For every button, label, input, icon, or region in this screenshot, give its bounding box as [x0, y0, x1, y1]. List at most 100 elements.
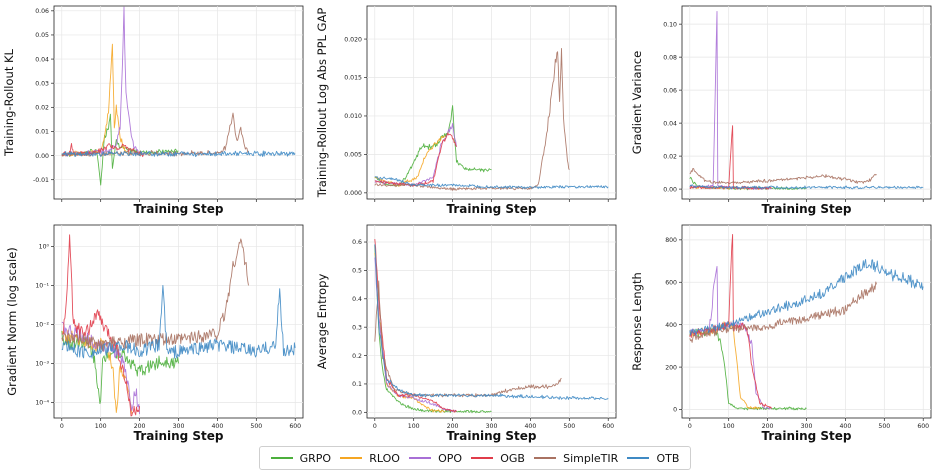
- series-line-simpletir: [374, 48, 570, 191]
- x-tick-label: 400: [840, 423, 852, 430]
- legend-item-simpletir: SimpleTIR: [534, 452, 618, 465]
- legend-item-otb: OTB: [627, 452, 679, 465]
- x-axis-label: Training Step: [761, 202, 851, 216]
- legend-swatch-simpletir: [534, 457, 557, 459]
- y-tick-label: 0.005: [344, 152, 362, 159]
- y-axis-label: Training-Rollout Log Abs PPL GAP: [315, 8, 329, 199]
- panel-kl: -0.01 0.00 0.01 0.02 0.03 0.04 0.05 0.06 Trainin…: [2, 5, 304, 216]
- x-tick-label: 300: [173, 423, 185, 430]
- legend-swatch-ogb: [471, 457, 494, 459]
- y-axis-label: Average Entropy: [315, 274, 329, 370]
- y-tick-label: 0.4: [352, 296, 362, 303]
- panel-grad-norm: 0 100 200 300 400 500 600 10⁻⁴ 10⁻³ 10⁻² 10⁻¹ 10⁰ Tr…: [5, 224, 304, 443]
- x-tick-label: 300: [801, 423, 813, 430]
- series-line-simpletir: [61, 238, 249, 352]
- x-tick-label: 500: [563, 423, 575, 430]
- x-tick-label: 400: [525, 423, 537, 430]
- series-line-otb: [61, 150, 296, 157]
- y-tick-label: 0.1: [352, 381, 362, 388]
- legend-item-grpo: GRPO: [270, 451, 332, 465]
- legend: GRPO RLOO OPO OGB SimpleTIR OTB: [259, 446, 691, 470]
- x-tick-label: 100: [95, 423, 107, 430]
- series-line-otb: [61, 284, 296, 359]
- legend-swatch-grpo: [270, 457, 293, 459]
- x-tick-label: 600: [602, 423, 614, 430]
- legend-label-grpo: GRPO: [299, 451, 332, 465]
- y-tick-label: 0.000: [344, 190, 362, 197]
- x-tick-label: 600: [289, 423, 301, 430]
- legend-label-rloo: RLOO: [369, 451, 400, 465]
- series-line-simpletir: [689, 167, 877, 185]
- x-axis-label: Training Step: [133, 202, 223, 216]
- x-tick-label: 500: [250, 423, 262, 430]
- x-tick-label: 200: [762, 423, 774, 430]
- y-tick-label: 10⁻³: [35, 361, 49, 368]
- legend-swatch-opo: [409, 457, 432, 459]
- x-tick-label: 200: [447, 423, 459, 430]
- y-tick-label: 0.010: [344, 113, 362, 120]
- legend-label-ogb: OGB: [500, 451, 525, 465]
- y-tick-label: 600: [665, 279, 677, 286]
- y-axis-label: Gradient Norm (log scale): [5, 247, 19, 396]
- series-line-ogb: [689, 125, 772, 190]
- series-line-ogb: [61, 234, 141, 417]
- y-tick-label: 0.015: [344, 75, 362, 82]
- x-axis-label: Training Step: [761, 429, 851, 443]
- y-tick-label: 0.05: [35, 32, 49, 39]
- series-line-otb: [689, 259, 924, 336]
- y-tick-label: 0.06: [663, 87, 677, 94]
- series-line-otb: [374, 244, 609, 400]
- x-tick-label: 500: [878, 423, 890, 430]
- y-tick-label: 0.3: [352, 324, 362, 331]
- series-line-opo: [61, 6, 144, 157]
- legend-swatch-rloo: [340, 457, 363, 459]
- y-tick-label: 0.2: [352, 353, 362, 360]
- x-tick-label: 0: [688, 423, 692, 430]
- y-tick-label: 400: [665, 322, 677, 329]
- series-line-opo: [374, 257, 457, 413]
- y-tick-label: 0.06: [35, 8, 49, 15]
- legend-label-simpletir: SimpleTIR: [563, 451, 619, 465]
- x-tick-label: 200: [134, 423, 146, 430]
- panel-grad-var: 0.00 0.02 0.04 0.06 0.08 0.10 Training Step Gra…: [630, 5, 932, 216]
- y-tick-label: 0.03: [35, 80, 49, 87]
- series-line-opo: [61, 321, 141, 415]
- x-tick-label: 600: [917, 423, 929, 430]
- series-line-rloo: [374, 253, 445, 413]
- x-tick-label: 300: [486, 423, 498, 430]
- y-tick-label: 0.01: [35, 129, 49, 136]
- x-axis-label: Training Step: [133, 429, 223, 443]
- series-line-rloo: [374, 135, 446, 187]
- y-tick-label: -0.01: [33, 177, 49, 184]
- y-tick-label: 0.10: [663, 21, 677, 28]
- y-tick-label: 0.020: [344, 36, 362, 43]
- series-line-otb: [374, 176, 609, 190]
- y-tick-label: 0.02: [35, 105, 49, 112]
- x-tick-label: 0: [373, 423, 377, 430]
- y-tick-label: 10⁻¹: [35, 283, 49, 290]
- legend-item-opo: OPO: [409, 452, 462, 465]
- x-tick-label: 0: [60, 423, 64, 430]
- y-tick-label: 0.08: [663, 54, 677, 61]
- y-tick-label: 10⁻²: [35, 322, 49, 329]
- y-tick-label: 0.6: [352, 239, 362, 246]
- x-axis-label: Training Step: [446, 429, 536, 443]
- y-tick-label: 0.5: [352, 268, 362, 275]
- y-tick-label: 800: [665, 237, 677, 244]
- legend-swatch-otb: [627, 457, 650, 459]
- y-tick-label: 0.04: [663, 120, 677, 127]
- y-tick-label: 0.02: [663, 153, 677, 160]
- legend-item-ogb: OGB: [471, 452, 525, 465]
- legend-label-otb: OTB: [656, 451, 680, 465]
- y-axis-label: Response Length: [630, 272, 644, 371]
- panel-resp-len: 0 100 200 300 400 500 600 0 200 400 600 800 Training…: [630, 224, 932, 443]
- y-tick-label: 0.0: [352, 410, 362, 417]
- panel-ppl-gap: 0.000 0.005 0.010 0.015 0.020 Training Step Tr…: [315, 5, 617, 216]
- x-tick-label: 400: [212, 423, 224, 430]
- y-tick-label: 10⁰: [39, 244, 50, 251]
- y-axis-label: Gradient Variance: [630, 51, 644, 154]
- panel-entropy: 0 100 200 300 400 500 600 0.0 0.1 0.2 0.3 0.4 0.5 0.6…: [315, 224, 617, 443]
- y-axis-label: Training-Rollout KL: [2, 48, 16, 156]
- y-tick-label: 0: [673, 407, 677, 414]
